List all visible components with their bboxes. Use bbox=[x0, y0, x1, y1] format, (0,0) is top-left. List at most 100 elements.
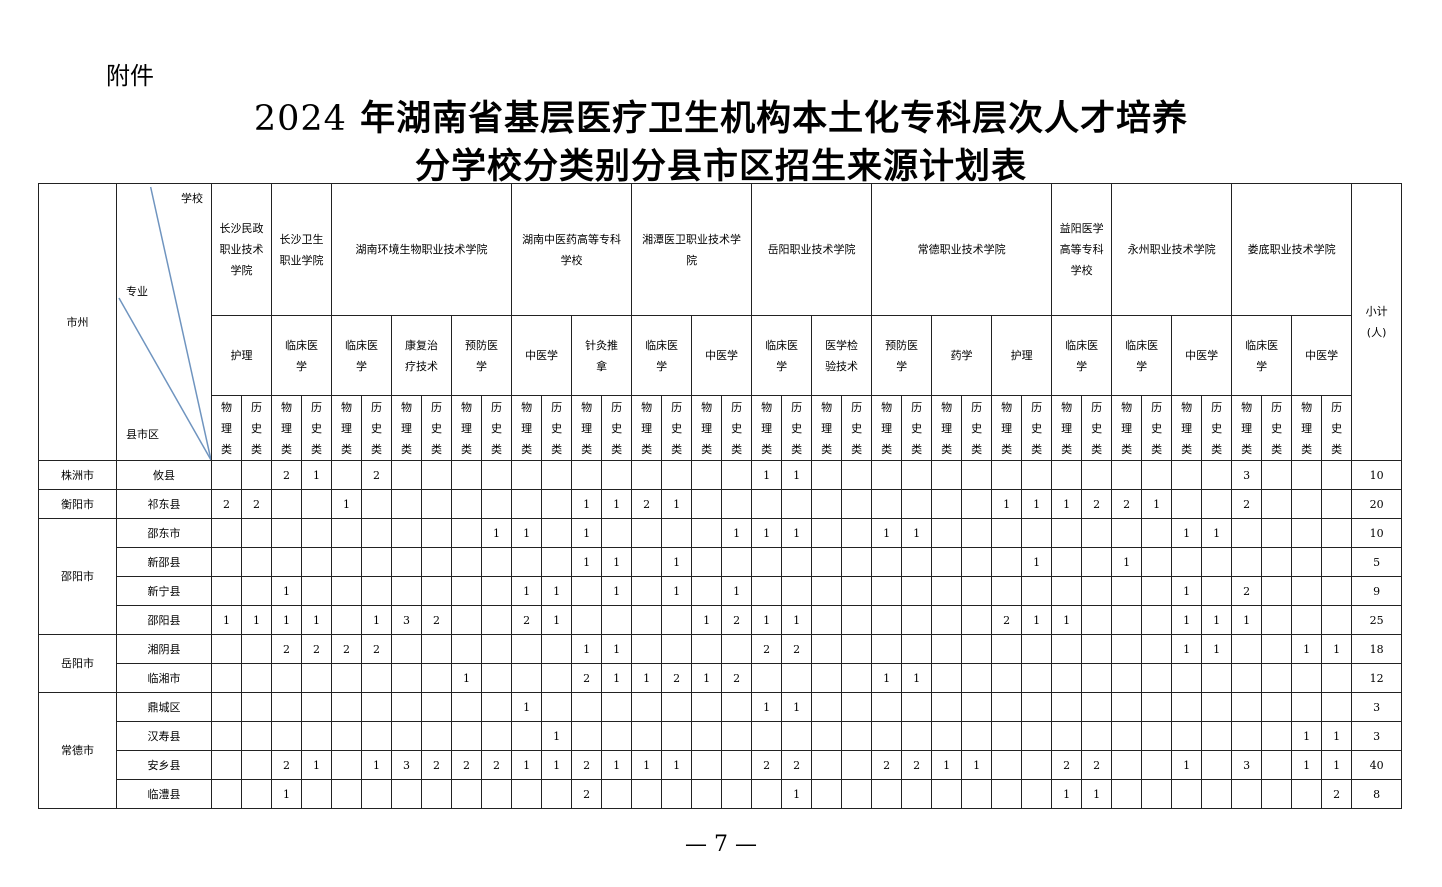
table-row: 常德市 鼎城区 1 1 1 3 bbox=[38, 692, 1403, 809]
quota-cell bbox=[961, 460, 993, 490]
county-cell: 邵阳县 bbox=[116, 605, 212, 635]
school-header: 益阳医学高等专科学校 bbox=[1051, 183, 1113, 316]
quota-cell bbox=[631, 721, 663, 751]
quota-cell bbox=[1081, 547, 1113, 577]
quota-cell bbox=[391, 576, 422, 606]
quota-cell: 1 bbox=[1021, 605, 1053, 635]
header-row-tracks: 物理类 历史类 物理类 历史类 物理类 历史类 物理类 历史类 物理类 历史类 物理类 历史类 物理类历… bbox=[39, 395, 1402, 461]
quota-cell bbox=[1021, 634, 1053, 664]
quota-cell bbox=[1081, 518, 1113, 548]
quota-cell bbox=[721, 750, 753, 780]
quota-cell bbox=[871, 576, 903, 606]
quota-cell bbox=[1201, 721, 1233, 751]
quota-cell bbox=[841, 663, 873, 693]
quota-cell bbox=[961, 779, 993, 809]
quota-cell bbox=[931, 489, 963, 519]
quota-cell bbox=[721, 489, 753, 519]
page-number: — 7 — bbox=[685, 832, 757, 857]
quota-cell bbox=[1051, 692, 1083, 722]
quota-cell bbox=[1051, 576, 1083, 606]
quota-cell bbox=[421, 779, 452, 809]
quota-cell: 2 bbox=[781, 634, 813, 664]
quota-cell bbox=[480, 605, 513, 635]
quota-cell bbox=[961, 489, 993, 519]
quota-cell bbox=[1231, 547, 1263, 577]
quota-cell bbox=[301, 721, 332, 751]
quota-cell bbox=[811, 779, 843, 809]
quota-cell bbox=[1111, 721, 1143, 751]
quota-cell bbox=[871, 779, 903, 809]
history-track-header: 历史类 bbox=[541, 395, 573, 461]
quota-cell bbox=[931, 663, 963, 693]
quota-cell bbox=[271, 721, 302, 751]
quota-cell bbox=[241, 663, 272, 693]
quota-cell bbox=[1321, 489, 1353, 519]
quota-cell bbox=[1081, 663, 1113, 693]
school-header: 长沙卫生职业学院 bbox=[271, 183, 332, 316]
quota-cell: 3 bbox=[1231, 460, 1263, 490]
quota-cell: 2 bbox=[1051, 750, 1083, 780]
quota-cell bbox=[601, 692, 633, 722]
quota-cell bbox=[211, 663, 242, 693]
quota-cell bbox=[391, 721, 422, 751]
quota-cell: 1 bbox=[541, 721, 573, 751]
history-track-header: 历史类 bbox=[241, 395, 272, 461]
quota-cell bbox=[961, 576, 993, 606]
quota-cell bbox=[211, 576, 242, 606]
history-track-header: 历史类 bbox=[781, 395, 813, 461]
school-header: 湘潭医卫职业技术学院 bbox=[631, 183, 753, 316]
quota-cell: 1 bbox=[1171, 634, 1203, 664]
quota-cell bbox=[1081, 721, 1113, 751]
major-header: 临床医学 bbox=[1231, 315, 1293, 396]
quota-cell bbox=[901, 547, 933, 577]
physics-track-header: 物理类 bbox=[811, 395, 843, 461]
quota-cell bbox=[1261, 576, 1293, 606]
major-header: 临床医学 bbox=[631, 315, 693, 396]
quota-cell: 2 bbox=[571, 663, 603, 693]
quota-cell: 1 bbox=[1321, 634, 1353, 664]
quota-cell bbox=[331, 605, 362, 635]
table-row: 汉寿县 1 1 1 3 bbox=[39, 721, 1403, 751]
quota-cell bbox=[991, 721, 1023, 751]
quota-cell bbox=[361, 692, 392, 722]
quota-cell: 1 bbox=[1171, 605, 1203, 635]
physics-track-header: 物理类 bbox=[751, 395, 783, 461]
quota-cell bbox=[421, 460, 452, 490]
quota-cell: 1 bbox=[781, 605, 813, 635]
quota-cell bbox=[211, 721, 242, 751]
quota-cell bbox=[1111, 779, 1143, 809]
county-cell: 临澧县 bbox=[116, 779, 212, 809]
quota-cell bbox=[1111, 518, 1143, 548]
quota-cell bbox=[631, 605, 663, 635]
quota-cell bbox=[1231, 634, 1263, 664]
quota-cell bbox=[961, 692, 993, 722]
quota-cell: 1 bbox=[541, 605, 573, 635]
major-header: 临床医学 bbox=[331, 315, 392, 396]
quota-cell bbox=[991, 663, 1023, 693]
quota-cell: 1 bbox=[751, 605, 783, 635]
quota-cell bbox=[841, 634, 873, 664]
quota-cell: 1 bbox=[480, 518, 513, 548]
quota-cell bbox=[781, 663, 813, 693]
quota-cell bbox=[1111, 692, 1143, 722]
enrollment-plan-table: 市州 学校 专业 县市区 长沙民政职业技术学院 长沙卫生职业学院 湖南环境生物职业技术学院湖… bbox=[38, 183, 1403, 809]
quota-cell bbox=[241, 779, 272, 809]
quota-cell bbox=[1171, 547, 1203, 577]
quota-cell bbox=[931, 576, 963, 606]
subtotal-cell: 10 bbox=[1351, 518, 1403, 548]
quota-cell bbox=[1141, 750, 1173, 780]
quota-cell bbox=[241, 721, 272, 751]
quota-cell bbox=[421, 634, 452, 664]
major-header: 中医学 bbox=[1171, 315, 1233, 396]
quota-cell bbox=[1261, 721, 1293, 751]
quota-cell bbox=[241, 518, 272, 548]
major-header: 临床医学 bbox=[1051, 315, 1113, 396]
quota-cell bbox=[480, 547, 513, 577]
quota-cell bbox=[661, 779, 693, 809]
quota-cell: 1 bbox=[1021, 489, 1053, 519]
quota-cell bbox=[931, 721, 963, 751]
quota-cell: 1 bbox=[1321, 721, 1353, 751]
subtotal-cell: 5 bbox=[1351, 547, 1403, 577]
quota-cell: 3 bbox=[1231, 750, 1263, 780]
quota-cell bbox=[331, 576, 362, 606]
